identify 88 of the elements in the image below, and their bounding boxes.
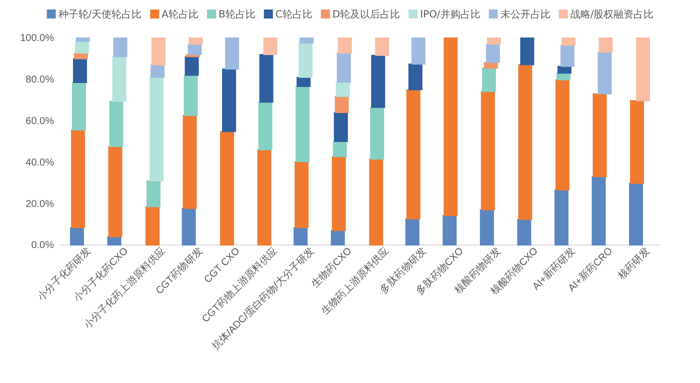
bar <box>408 64 422 90</box>
bar <box>146 180 161 208</box>
bar <box>296 86 310 162</box>
bar <box>70 227 84 246</box>
bar <box>336 82 350 97</box>
bar <box>561 38 576 46</box>
bar <box>486 44 500 63</box>
bar <box>486 38 501 45</box>
x-tick-label: 核药研发 <box>614 245 652 282</box>
y-tick-label: 0.0% <box>31 240 54 252</box>
bar <box>300 38 314 44</box>
bar <box>332 141 347 158</box>
bar <box>222 68 236 132</box>
bar <box>108 146 122 238</box>
legend-label: IPO/并购占比 <box>420 8 480 20</box>
bar <box>405 218 420 246</box>
bar <box>338 38 352 54</box>
bar <box>298 42 313 78</box>
bar <box>113 38 128 58</box>
bar <box>296 76 311 87</box>
bar <box>112 56 126 102</box>
bar <box>598 52 612 94</box>
bar <box>336 52 351 83</box>
bar <box>72 82 86 130</box>
bar <box>334 96 349 114</box>
y-tick-label: 40.0% <box>26 157 54 168</box>
legend-label: D轮及以后占比 <box>332 8 400 20</box>
y-tick-label: 80.0% <box>26 74 54 86</box>
legend-label: A轮占比 <box>162 8 199 20</box>
bar <box>480 209 494 246</box>
bar <box>518 64 532 220</box>
bar <box>152 38 166 66</box>
bar <box>259 54 274 103</box>
bar <box>330 230 345 246</box>
bar <box>555 79 570 190</box>
bar <box>630 100 644 184</box>
legend-label: 种子轮/天使轮占比 <box>58 8 142 20</box>
bar <box>370 106 384 160</box>
bar <box>442 215 457 246</box>
legend-label: 未公开占比 <box>500 8 550 20</box>
bar <box>520 38 534 66</box>
bar <box>334 112 348 142</box>
bar <box>411 38 426 65</box>
bar <box>70 129 85 228</box>
bar <box>480 90 495 210</box>
bar <box>184 56 199 76</box>
bar <box>294 161 309 228</box>
bar <box>332 156 346 232</box>
bar <box>72 58 87 84</box>
bar <box>76 38 90 42</box>
bar <box>598 38 613 53</box>
bar <box>375 38 390 56</box>
bar <box>107 236 122 246</box>
legend-label: 战略/股权融资占比 <box>570 8 654 20</box>
bar <box>560 44 574 67</box>
bar <box>629 182 644 246</box>
bar <box>184 74 198 116</box>
bar <box>371 54 386 108</box>
bar <box>188 44 202 56</box>
bar <box>257 149 272 246</box>
bar <box>406 89 420 220</box>
bar <box>444 38 458 216</box>
bar <box>182 208 196 246</box>
bar <box>369 158 384 246</box>
bar <box>146 206 160 246</box>
y-tick-label: 60.0% <box>26 116 54 127</box>
bar <box>258 102 272 150</box>
bar <box>150 76 164 182</box>
bar <box>74 40 89 54</box>
bar <box>517 218 532 246</box>
bar <box>109 100 124 147</box>
bar <box>220 131 234 246</box>
bar <box>150 64 165 78</box>
y-tick-label: 20.0% <box>26 198 54 210</box>
bar <box>188 38 203 45</box>
bar <box>636 38 650 102</box>
legend-label: C轮占比 <box>275 8 312 20</box>
bar <box>554 189 568 246</box>
bar <box>592 93 607 178</box>
bar <box>263 38 278 56</box>
bar <box>182 114 197 209</box>
legend-label: B轮占比 <box>218 8 256 20</box>
bar <box>294 227 308 246</box>
bar <box>482 68 496 92</box>
bar <box>225 38 240 70</box>
bar <box>592 176 606 246</box>
bar <box>556 72 570 80</box>
y-tick-label: 100.0% <box>20 33 54 44</box>
